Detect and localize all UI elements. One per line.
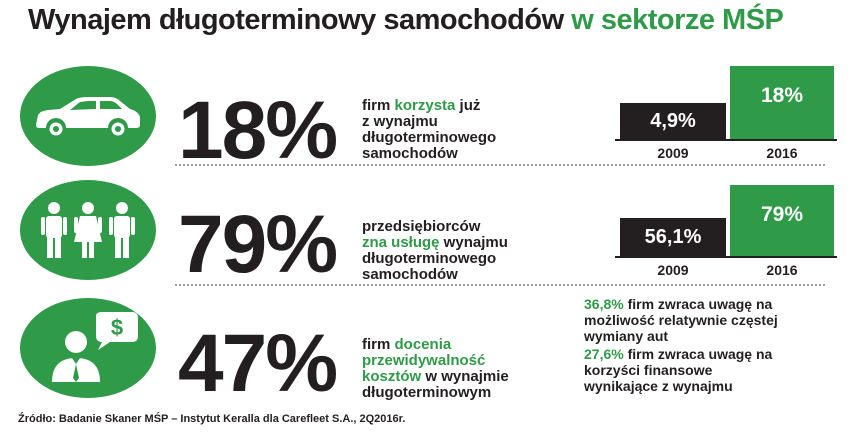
value-2009-box: 4,9% [620, 103, 726, 139]
row2-description: przedsiębiorców zna usługę wynajmu długo… [362, 219, 508, 283]
row1-desc-line2: z wynajmu [362, 113, 438, 130]
stat2-line2: korzyści finansowe [584, 362, 713, 378]
stat-financial-benefits: 27,6% firm zwraca uwagę na korzyści fina… [584, 346, 844, 394]
stat1-line2: możliwość relatywnie częstej [584, 312, 778, 328]
row3-desc-line1: firm docenia [362, 336, 452, 353]
businessman-dollar-icon: $ [52, 312, 138, 382]
stat1-line1: 36,8% firm zwraca uwagę na [584, 296, 773, 312]
stat-vehicle-replacement: 36,8% firm zwraca uwagę na możliwość rel… [584, 296, 844, 344]
row2-desc-line3: długoterminowego [362, 250, 497, 267]
car-icon-circle [20, 66, 156, 166]
people-icon [41, 202, 135, 258]
row2-desc-line4: samochodów [362, 266, 458, 283]
year-label-2009: 2009 [657, 262, 689, 278]
row3-desc-line4: długoterminowym [362, 384, 492, 401]
car-icon [36, 97, 140, 139]
value-2016-box: 79% [730, 185, 834, 256]
row1-desc-line1: firm korzysta już [362, 97, 481, 114]
svg-text:$: $ [111, 315, 123, 340]
row1-desc-line3: długoterminowego [362, 129, 497, 146]
stat2-line3: wynikające z wynajmu [584, 378, 733, 394]
year-label-2016: 2016 [766, 145, 798, 161]
percent-18: 18% [178, 85, 338, 176]
year-label-2009: 2009 [657, 145, 689, 161]
percent-47: 47% [178, 318, 338, 409]
stat2-line1: 27,6% firm zwraca uwagę na [584, 346, 773, 362]
people-icon-circle [20, 180, 156, 280]
percent-79: 79% [178, 199, 338, 290]
row3-description: firm docenia przewidywalność kosztów w w… [362, 337, 509, 401]
page-title: Wynajem długoterminowy samochodów w sekt… [28, 4, 784, 37]
year-label-2016: 2016 [766, 262, 798, 278]
bar-baseline [615, 256, 837, 258]
row-divider [175, 164, 825, 166]
row1-description: firm korzysta już z wynajmu długotermino… [362, 98, 496, 162]
value-2016-box: 18% [730, 66, 834, 139]
businessman-icon-circle: $ [20, 298, 156, 398]
row3-desc-line2: przewidywalność [362, 352, 486, 369]
row1-desc-line4: samochodów [362, 145, 458, 162]
title-highlight: w sektorze MŚP [571, 4, 784, 36]
title-main: Wynajem długoterminowy samochodów [28, 4, 564, 36]
row2-desc-line2: zna usługę wynajmu [362, 234, 508, 251]
row-divider [175, 284, 825, 286]
row2-desc-line1: przedsiębiorców [362, 218, 481, 235]
stat1-line3: wymiany aut [584, 328, 669, 344]
row3-desc-line3: kosztów w wynajmie [362, 368, 509, 385]
value-2009-box: 56,1% [620, 218, 726, 256]
source-note: Źródło: Badanie Skaner MŚP – Instytut Ke… [18, 413, 406, 425]
bar-baseline [615, 139, 837, 141]
